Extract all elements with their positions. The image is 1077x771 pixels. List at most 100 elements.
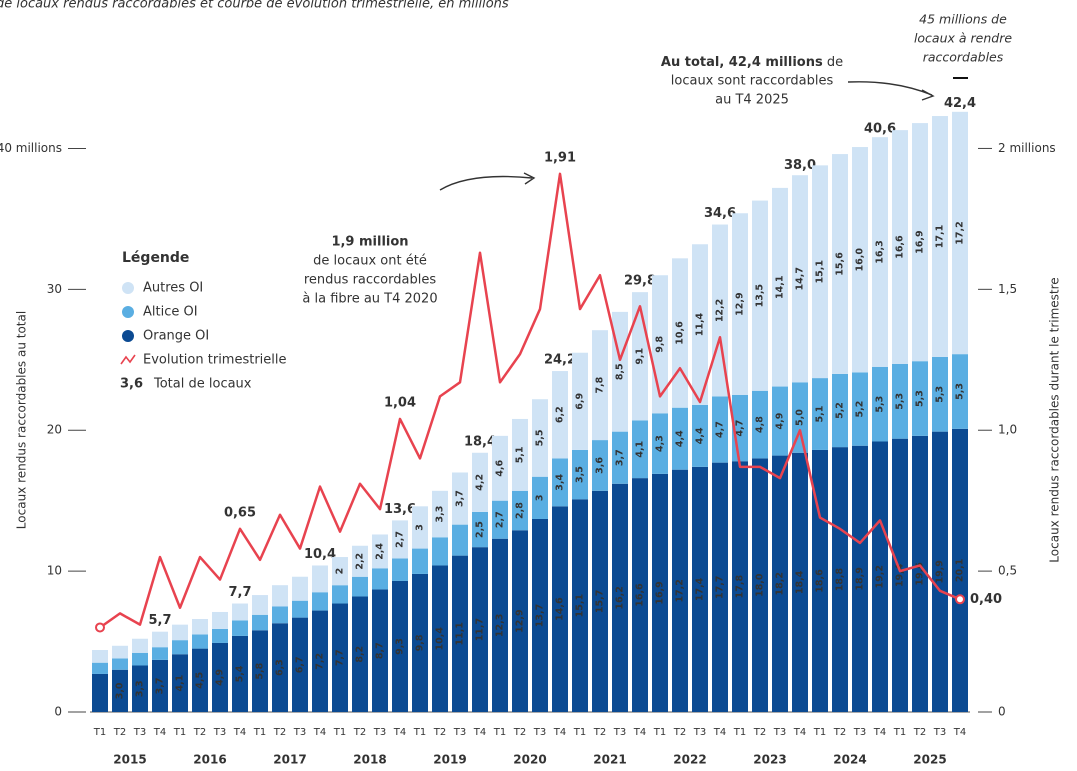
year-label: 2016 (193, 753, 226, 767)
bar-label: 18,9 (855, 567, 866, 590)
x-tick-label: T1 (893, 727, 906, 738)
y2-tick-label: 0,5 (998, 564, 1017, 578)
x-tick-label: T2 (433, 727, 446, 738)
bar-segment (192, 619, 208, 635)
bar-segment (252, 595, 268, 615)
bar-segment (752, 458, 768, 712)
bar-segment (572, 449, 588, 500)
bar-label: 8,5 (615, 363, 626, 380)
bar-label: 19,6 (915, 562, 926, 586)
bar-segment (552, 371, 568, 459)
legend-label: Total de locaux (153, 377, 252, 392)
bar-segment (592, 440, 608, 491)
y-tick-label: 10 (47, 564, 62, 578)
bar-label: 5,3 (895, 393, 906, 410)
bar-segment (392, 580, 408, 712)
target-text: 45 millions de (919, 12, 1007, 27)
annotation-text: 1,9 million (331, 235, 408, 250)
bar-segment (772, 187, 788, 387)
legend-label: Evolution trimestrielle (143, 353, 287, 368)
x-tick-label: T1 (333, 727, 346, 738)
bar-segment (792, 382, 808, 453)
arrow-head (921, 89, 935, 101)
bar-label: 5,2 (855, 401, 866, 418)
bar-label: 3,0 (115, 682, 126, 699)
bar-label: 5,3 (875, 396, 886, 413)
x-tick-label: T2 (353, 727, 366, 738)
bar-label: 5,1 (815, 406, 826, 423)
bar-label: 15,7 (595, 590, 606, 613)
x-tick-label: T4 (793, 727, 806, 738)
bar-label: 4,7 (715, 421, 726, 438)
year-label: 2019 (433, 753, 466, 767)
bar-segment (832, 154, 848, 374)
bar-label: 16,6 (895, 235, 906, 259)
bar-label: 16,0 (855, 248, 866, 272)
bar-segment (212, 611, 228, 629)
bar-segment (472, 511, 488, 548)
bar-segment (152, 631, 168, 648)
x-tick-label: T2 (593, 727, 606, 738)
y-tick-label: 20 (47, 423, 62, 437)
bar-segment (612, 483, 628, 712)
bar-label: 18,6 (815, 569, 826, 593)
bar-segment (832, 447, 848, 712)
bar-segment (772, 455, 788, 712)
bar-segment (712, 462, 728, 712)
bar-segment (272, 623, 288, 712)
bar-label: 4,7 (735, 420, 746, 437)
bar-label: 16,9 (915, 230, 926, 253)
x-tick-label: T4 (153, 727, 166, 738)
bar-label: 12,3 (495, 614, 506, 637)
bar-segment (512, 490, 528, 531)
bar-segment (912, 123, 928, 362)
bar-label: 4,8 (755, 416, 766, 433)
bar-label: 5,0 (795, 409, 806, 426)
bar-segment (672, 258, 688, 408)
bar-label: 4,1 (175, 675, 186, 692)
bar-segment (932, 431, 948, 712)
bar-segment (332, 603, 348, 712)
bar-segment (772, 386, 788, 456)
line-label: 1,91 (544, 150, 576, 165)
bar-segment (172, 640, 188, 655)
bar-label: 17,2 (675, 579, 686, 602)
legend-label: Altice OI (143, 305, 198, 320)
total-label: 24,2 (544, 353, 576, 368)
bar-label: 4,4 (695, 427, 706, 444)
x-tick-label: T4 (233, 727, 246, 738)
bar-segment (292, 600, 308, 618)
annotation-text: de locaux ont été (313, 254, 427, 269)
bar-segment (272, 585, 288, 607)
legend-sample: 3,6 (120, 377, 143, 392)
y-tick-label: 40 millions (0, 141, 62, 155)
bar-segment (652, 473, 668, 712)
bar-segment (532, 518, 548, 712)
bar-segment (872, 137, 888, 367)
bar-label: 10,4 (435, 627, 446, 651)
x-tick-label: T1 (653, 727, 666, 738)
bar-segment (632, 478, 648, 712)
bar-segment (112, 669, 128, 712)
bar-segment (252, 614, 268, 631)
legend-label: Orange OI (143, 329, 209, 344)
bar-segment (372, 534, 388, 569)
x-tick-label: T3 (613, 727, 626, 738)
bar-segment (632, 420, 648, 479)
year-label: 2021 (593, 753, 626, 767)
bar-label: 4,3 (655, 435, 666, 452)
annotation-text: locaux sont raccordables (671, 74, 834, 89)
x-tick-label: T2 (113, 727, 126, 738)
bar-label: 18,2 (775, 572, 786, 595)
bar-segment (452, 472, 468, 525)
bar-segment (332, 557, 348, 586)
bar-segment (112, 658, 128, 670)
bar-segment (912, 361, 928, 436)
bar-segment (612, 431, 628, 484)
x-tick-label: T3 (373, 727, 386, 738)
x-tick-label: T4 (393, 727, 406, 738)
bar-label: 4,6 (495, 459, 506, 476)
bar-label: 17,1 (935, 225, 946, 248)
bar-segment (532, 399, 548, 477)
bar-segment (812, 378, 828, 450)
